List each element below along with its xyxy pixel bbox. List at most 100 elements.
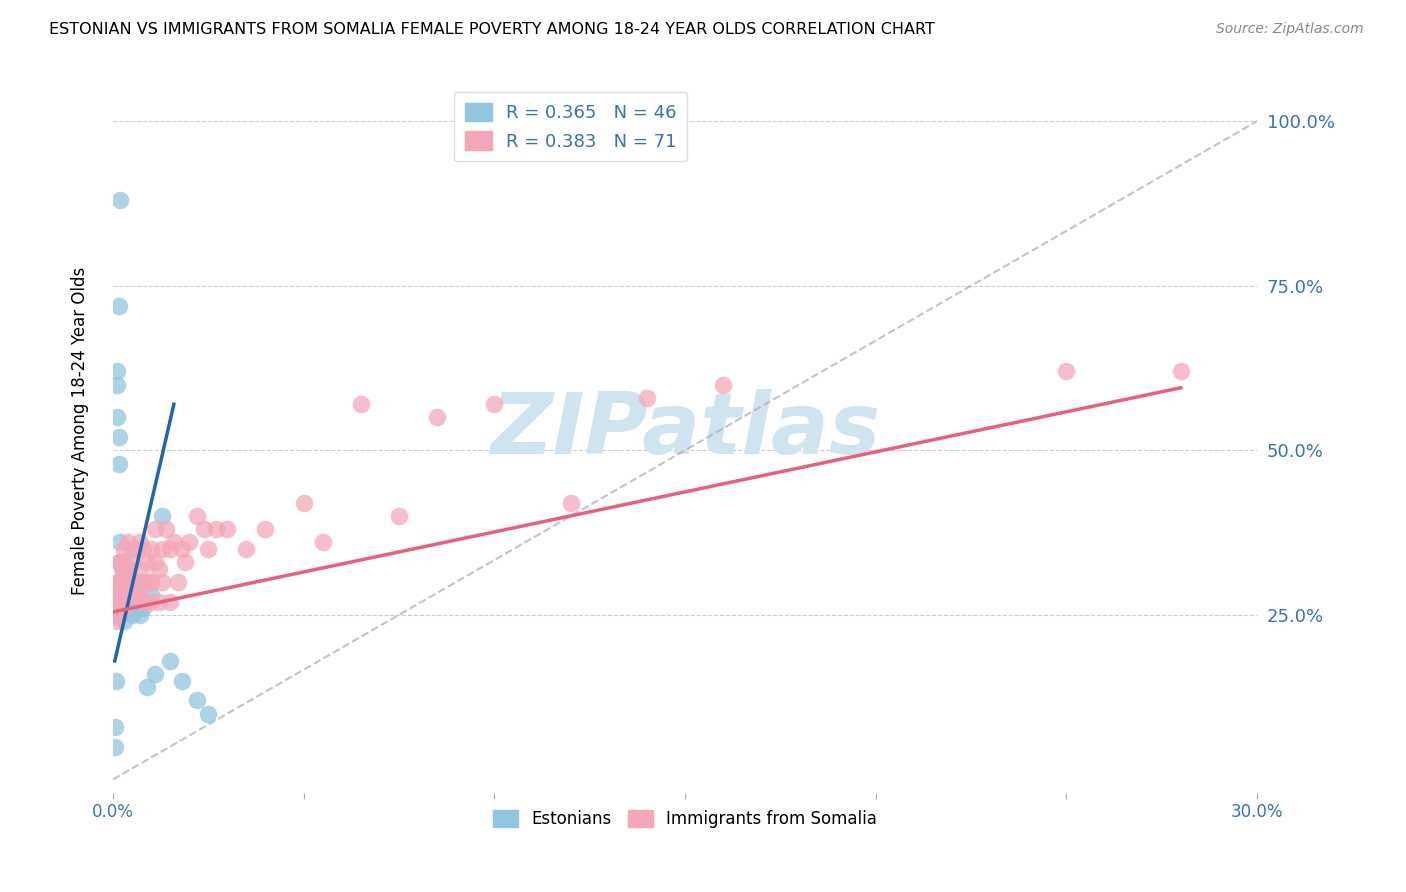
Point (110, 193, 132, 207)
Point (426, 410, 449, 425)
Point (105, 364, 128, 378)
Point (117, 562, 139, 576)
Point (107, 457, 129, 471)
Point (117, 601, 139, 615)
Point (112, 574, 135, 589)
Point (121, 555, 143, 569)
Point (136, 574, 159, 589)
Point (136, 681, 159, 695)
Point (112, 555, 135, 569)
Point (159, 542, 181, 557)
Text: ZIPatlas: ZIPatlas (489, 389, 880, 472)
Point (112, 588, 135, 602)
Point (560, 496, 582, 510)
Point (125, 542, 148, 557)
Point (132, 574, 155, 589)
Point (125, 601, 148, 615)
Text: Source: ZipAtlas.com: Source: ZipAtlas.com (1216, 22, 1364, 37)
Point (125, 588, 148, 602)
Point (105, 615, 128, 629)
Point (110, 574, 132, 589)
Point (104, 739, 127, 754)
Point (104, 607, 127, 622)
Point (139, 595, 162, 609)
Point (112, 562, 135, 576)
Y-axis label: Female Poverty Among 18-24 Year Olds: Female Poverty Among 18-24 Year Olds (72, 267, 89, 595)
Text: ESTONIAN VS IMMIGRANTS FROM SOMALIA FEMALE POVERTY AMONG 18-24 YEAR OLDS CORRELA: ESTONIAN VS IMMIGRANTS FROM SOMALIA FEMA… (49, 22, 935, 37)
Point (128, 535, 150, 549)
Point (159, 595, 181, 609)
Point (139, 542, 162, 557)
Point (193, 522, 215, 536)
Point (148, 595, 170, 609)
Point (107, 298, 129, 312)
Point (121, 588, 143, 602)
Point (132, 601, 155, 615)
Point (1054, 364, 1077, 378)
Point (636, 391, 658, 405)
Point (110, 601, 132, 615)
Point (128, 588, 150, 602)
Point (107, 588, 129, 602)
Point (254, 522, 277, 536)
Point (105, 377, 128, 392)
Point (1170, 364, 1192, 378)
Point (121, 574, 143, 589)
Point (128, 607, 150, 622)
Point (159, 654, 181, 668)
Point (186, 509, 208, 524)
Point (205, 522, 228, 536)
Point (110, 555, 132, 569)
Point (105, 410, 128, 425)
Point (117, 562, 139, 576)
Point (186, 693, 208, 707)
Point (155, 522, 177, 536)
Legend: Estonians, Immigrants from Somalia: Estonians, Immigrants from Somalia (486, 804, 884, 835)
Point (152, 574, 174, 589)
Point (139, 588, 162, 602)
Point (125, 588, 148, 602)
Point (170, 673, 193, 688)
Point (107, 588, 129, 602)
Point (292, 496, 315, 510)
Point (174, 555, 197, 569)
Point (197, 706, 219, 721)
Point (152, 542, 174, 557)
Point (170, 542, 193, 557)
Point (111, 574, 134, 589)
Point (350, 397, 373, 411)
Point (197, 542, 219, 557)
Point (110, 607, 132, 622)
Point (110, 535, 132, 549)
Point (132, 542, 155, 557)
Point (110, 595, 132, 609)
Point (143, 667, 166, 681)
Point (111, 562, 134, 576)
Point (121, 574, 143, 589)
Point (107, 588, 129, 602)
Point (117, 535, 139, 549)
Point (166, 574, 188, 589)
Point (128, 562, 150, 576)
Point (117, 574, 139, 589)
Point (132, 574, 155, 589)
Point (118, 595, 141, 609)
Point (179, 535, 201, 549)
Point (117, 588, 139, 602)
Point (143, 555, 166, 569)
Point (107, 555, 129, 569)
Point (105, 574, 128, 589)
Point (110, 555, 132, 569)
Point (110, 574, 132, 589)
Point (107, 430, 129, 444)
Point (112, 601, 135, 615)
Point (125, 574, 148, 589)
Point (711, 377, 734, 392)
Point (117, 588, 139, 602)
Point (121, 588, 143, 602)
Point (112, 574, 135, 589)
Point (235, 542, 257, 557)
Point (311, 535, 333, 549)
Point (148, 562, 170, 576)
Point (112, 601, 135, 615)
